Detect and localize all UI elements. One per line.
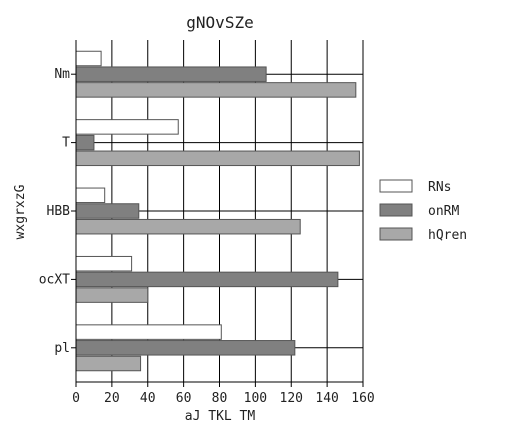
bar-onRM-pl	[75, 340, 296, 356]
bar-RNs-pl	[75, 324, 222, 340]
legend-label-RNs: RNs	[428, 180, 451, 195]
legend-swatch-hQren	[379, 227, 413, 241]
legend-swatch-RNs	[379, 179, 413, 193]
x-tick-label: 40	[140, 391, 156, 406]
y-tick-label: ocXT	[39, 272, 70, 287]
bar-hQren-HBB	[75, 218, 301, 235]
legend: RNs onRM hQren	[379, 179, 467, 243]
bar-RNs-T	[75, 119, 179, 135]
legend-swatch-onRM	[379, 203, 413, 217]
x-tick-label: 160	[351, 391, 374, 406]
bar-hQren-pl	[75, 355, 142, 372]
x-tick-label: 20	[104, 391, 120, 406]
x-axis-label: aJ TKL TM	[185, 409, 256, 424]
bar-RNs-HBB	[75, 187, 106, 204]
bar-RNs-ocXT	[75, 255, 133, 272]
y-ticks: Nm T HBB ocXT pl	[39, 67, 76, 356]
bar-RNs-Nm	[75, 50, 102, 67]
bar-onRM-T	[75, 134, 95, 151]
x-tick-label: 0	[72, 391, 80, 406]
bar-hQren-Nm	[75, 82, 357, 98]
bar-onRM-Nm	[75, 66, 267, 82]
bar-onRM-ocXT	[75, 271, 339, 288]
bar-onRM-HBB	[75, 203, 140, 219]
bar-hQren-ocXT	[75, 287, 149, 303]
y-axis-label: wxgrxzG	[13, 184, 28, 239]
chart-title: gNOvSZe	[186, 13, 253, 32]
x-tick-label: 60	[176, 391, 192, 406]
y-tick-label: HBB	[47, 204, 71, 219]
bar-hQren-T	[75, 150, 360, 167]
y-tick-label: Nm	[54, 67, 70, 82]
x-tick-label: 80	[212, 391, 228, 406]
x-tick-label: 120	[280, 391, 303, 406]
legend-label-hQren: hQren	[428, 228, 467, 243]
y-tick-label: pl	[54, 341, 70, 356]
x-tick-label: 100	[244, 391, 267, 406]
x-tick-label: 140	[315, 391, 338, 406]
x-ticks: 0 20 40 60 80 100 120 140 160	[72, 382, 375, 406]
legend-label-onRM: onRM	[428, 204, 459, 219]
y-tick-label: T	[62, 136, 70, 151]
